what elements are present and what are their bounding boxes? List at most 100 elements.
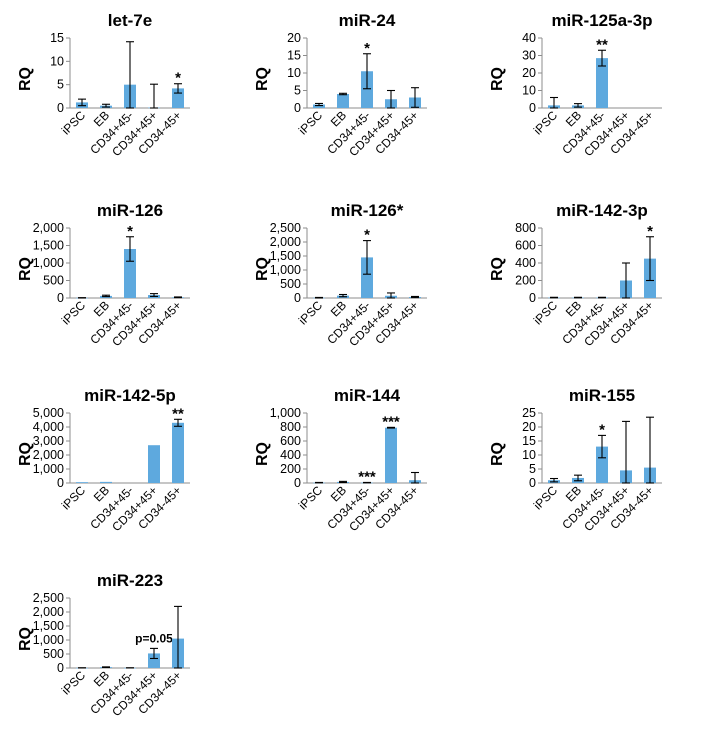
- y-tick-label: 0: [57, 101, 64, 115]
- y-axis-label: RQ: [254, 442, 271, 466]
- y-axis-label: RQ: [489, 257, 506, 281]
- y-axis-label: RQ: [17, 67, 34, 91]
- y-axis-label: RQ: [17, 627, 34, 651]
- y-tick-label: 1,000: [33, 256, 64, 270]
- y-tick-label: 20: [522, 420, 536, 434]
- significance-label: p=0.05: [135, 631, 173, 645]
- chart-panel-7: miR-142-5pRQ01,0002,0003,0004,0005,000iP…: [17, 386, 190, 534]
- y-tick-label: 2,000: [33, 448, 64, 462]
- y-tick-label: 25: [522, 406, 536, 420]
- y-tick-label: 0: [529, 291, 536, 305]
- panel-title: miR-142-5p: [84, 386, 176, 405]
- y-tick-label: 1,500: [33, 239, 64, 253]
- y-tick-label: 2,000: [270, 235, 301, 249]
- y-tick-label: 15: [50, 31, 64, 45]
- y-tick-label: 5: [529, 462, 536, 476]
- y-tick-label: 600: [515, 239, 536, 253]
- y-tick-label: 10: [50, 54, 64, 68]
- bar-1: [76, 482, 88, 483]
- y-tick-label: 15: [522, 434, 536, 448]
- bar-4: [148, 653, 160, 668]
- y-tick-label: 5: [57, 78, 64, 92]
- y-tick-label: 30: [522, 49, 536, 63]
- bar-2: [337, 94, 349, 108]
- panel-title: miR-126*: [331, 201, 404, 220]
- y-tick-label: 4,000: [33, 420, 64, 434]
- significance-label: *: [364, 40, 370, 57]
- significance-label: *: [599, 421, 605, 438]
- y-tick-label: 1,500: [33, 619, 64, 633]
- y-tick-label: 10: [522, 448, 536, 462]
- bar-1: [313, 104, 325, 108]
- y-tick-label: 200: [515, 274, 536, 288]
- y-tick-label: 600: [280, 434, 301, 448]
- panel-title: miR-223: [97, 571, 163, 590]
- panel-title: miR-142-3p: [556, 201, 648, 220]
- y-axis-label: RQ: [17, 257, 34, 281]
- significance-label: *: [127, 223, 133, 240]
- significance-label: ***: [358, 468, 376, 485]
- y-tick-label: 800: [515, 221, 536, 235]
- y-tick-label: 2,500: [33, 591, 64, 605]
- y-tick-label: 500: [43, 274, 64, 288]
- y-tick-label: 0: [294, 476, 301, 490]
- panel-title: miR-24: [339, 11, 396, 30]
- y-axis-label: RQ: [254, 257, 271, 281]
- y-tick-label: 5: [294, 84, 301, 98]
- significance-label: **: [172, 405, 184, 422]
- panel-title: miR-144: [334, 386, 401, 405]
- y-tick-label: 15: [287, 49, 301, 63]
- panel-title: let-7e: [108, 11, 152, 30]
- y-tick-label: 1,500: [270, 249, 301, 263]
- panel-title: miR-126: [97, 201, 163, 220]
- y-tick-label: 1,000: [33, 633, 64, 647]
- significance-label: *: [175, 70, 181, 87]
- y-tick-label: 0: [294, 101, 301, 115]
- y-axis-label: RQ: [489, 67, 506, 91]
- y-tick-label: 2,000: [33, 221, 64, 235]
- y-tick-label: 3,000: [33, 434, 64, 448]
- y-tick-label: 1,000: [33, 462, 64, 476]
- bar-4: [148, 445, 160, 483]
- y-axis-label: RQ: [17, 442, 34, 466]
- y-tick-label: 2,500: [270, 221, 301, 235]
- y-tick-label: 0: [57, 661, 64, 675]
- bar-3: [361, 257, 373, 298]
- y-axis-label: RQ: [254, 67, 271, 91]
- y-tick-label: 0: [529, 101, 536, 115]
- bar-3: [596, 58, 608, 108]
- y-tick-label: 1,000: [270, 406, 301, 420]
- bar-2: [100, 481, 112, 483]
- y-tick-label: 10: [522, 84, 536, 98]
- y-tick-label: 800: [280, 420, 301, 434]
- y-tick-label: 20: [522, 66, 536, 80]
- y-tick-label: 20: [287, 31, 301, 45]
- y-tick-label: 0: [294, 291, 301, 305]
- y-tick-label: 0: [529, 476, 536, 490]
- y-tick-label: 1,000: [270, 263, 301, 277]
- panel-title: miR-125a-3p: [551, 11, 652, 30]
- significance-label: **: [596, 36, 608, 53]
- significance-label: *: [647, 223, 653, 240]
- y-tick-label: 10: [287, 66, 301, 80]
- y-tick-label: 0: [57, 291, 64, 305]
- y-tick-label: 2,000: [33, 605, 64, 619]
- panel-title: miR-155: [569, 386, 635, 405]
- bar-3: [596, 446, 608, 483]
- bar-5: [172, 422, 184, 483]
- y-tick-label: 40: [522, 31, 536, 45]
- bar-4: [385, 427, 397, 483]
- y-tick-label: 200: [280, 462, 301, 476]
- bar-3: [361, 71, 373, 108]
- y-tick-label: 500: [280, 277, 301, 291]
